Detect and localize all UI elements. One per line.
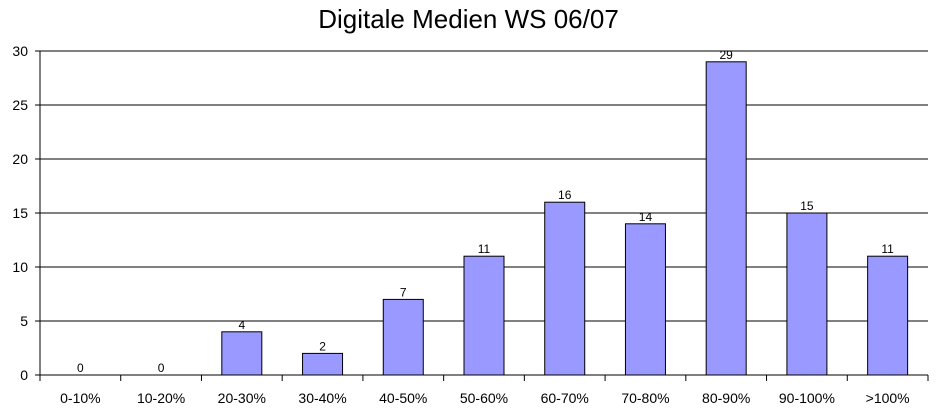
bar [786, 212, 828, 376]
bar [221, 331, 263, 376]
bar [624, 223, 666, 376]
data-label: 29 [720, 48, 734, 62]
y-tick-label: 30 [12, 43, 28, 59]
bars [221, 61, 909, 376]
bar [867, 255, 909, 376]
data-label: 15 [800, 199, 814, 213]
x-tick-label: 10-20% [137, 390, 185, 406]
data-label: 2 [319, 339, 326, 353]
y-tick-label: 10 [12, 259, 28, 275]
x-tick-label: 40-50% [379, 390, 427, 406]
x-tick-label: 90-100% [779, 390, 835, 406]
bar [544, 201, 586, 376]
bar [463, 255, 505, 376]
x-tick-label: 50-60% [460, 390, 508, 406]
data-label: 11 [478, 242, 491, 256]
labels: 0 5 10 15 20 25 30 0 0-10% 0 10-20% 4 20-30% 2 30-40% 7… [12, 43, 909, 406]
data-label: 0 [77, 361, 84, 375]
x-tick-label: 20-30% [218, 390, 266, 406]
x-tick-label: >100% [866, 390, 910, 406]
bar [302, 352, 344, 376]
y-tick-label: 5 [20, 313, 28, 329]
data-label: 0 [158, 361, 165, 375]
data-label: 4 [238, 318, 245, 332]
bar [382, 298, 424, 376]
bar [705, 61, 747, 376]
data-label: 16 [558, 188, 572, 202]
data-label: 11 [881, 242, 894, 256]
x-tick-label: 30-40% [298, 390, 346, 406]
chart-title: Digitale Medien WS 06/07 [318, 4, 619, 34]
x-tick-label: 0-10% [60, 390, 100, 406]
y-tick-label: 0 [20, 367, 28, 383]
y-tick-label: 20 [12, 151, 28, 167]
x-tick-label: 70-80% [621, 390, 669, 406]
data-label: 7 [400, 285, 407, 299]
x-tick-label: 80-90% [702, 390, 750, 406]
y-tick-label: 15 [12, 205, 28, 221]
x-tick-label: 60-70% [541, 390, 589, 406]
y-tick-label: 25 [12, 97, 28, 113]
data-label: 14 [639, 210, 653, 224]
